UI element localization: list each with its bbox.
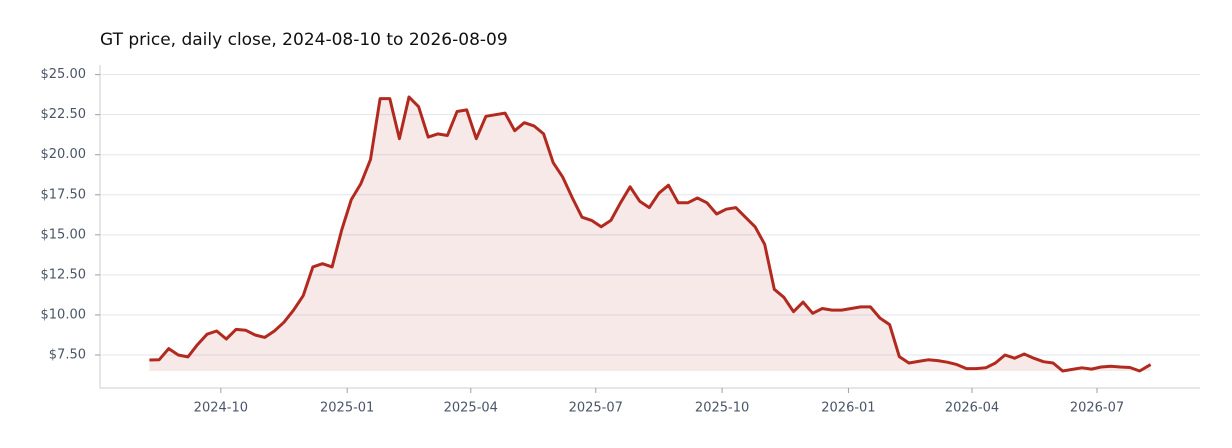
x-tick-label: 2026-04: [945, 401, 999, 416]
y-tick-label: $10.00: [41, 307, 87, 322]
y-tick-label: $20.00: [41, 147, 87, 162]
y-tick-label: $12.50: [41, 267, 87, 282]
axes-layer: $7.50 $10.00 $12.50 $15.00 $17.50 $20.00 $22.5…: [41, 67, 1125, 415]
chart-title: GT price, daily close, 2024-08-10 to 202…: [100, 30, 508, 50]
plot-layer: [149, 95, 1152, 373]
x-tick-label: 2024-10: [194, 401, 248, 416]
area: [149, 97, 1151, 372]
x-tick-label: 2025-04: [444, 401, 498, 416]
y-tick-label: $15.00: [41, 227, 87, 242]
x-tick-label: 2025-10: [695, 401, 749, 416]
y-tick-label: $17.50: [41, 187, 87, 202]
x-tick-label: 2025-07: [569, 401, 623, 416]
x-tick-label: 2026-07: [1070, 401, 1124, 416]
y-tick-label: $7.50: [49, 347, 86, 362]
x-tick-label: 2026-01: [821, 401, 875, 416]
y-tick-label: $25.00: [41, 67, 87, 82]
x-tick-label: 2025-01: [320, 401, 374, 416]
grid-layer: [100, 74, 1200, 356]
y-tick-label: $22.50: [41, 107, 87, 122]
price-line: [149, 95, 1152, 373]
